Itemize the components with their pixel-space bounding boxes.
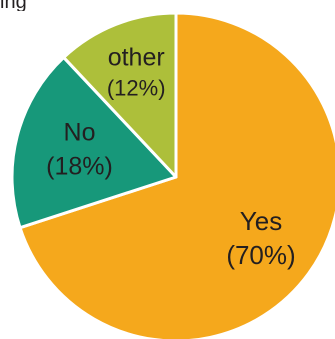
slice-percent-no: (18%) (46, 153, 113, 181)
chart-title-fragment: ing (0, 0, 27, 11)
pie-slices (10, 11, 335, 339)
pie-labels: Yes (70%) No (18%) other (12%) (46, 43, 296, 270)
pie-slice-yes (18, 11, 335, 339)
slice-label-other: other (108, 43, 165, 71)
pie-slice-other (62, 11, 178, 179)
slice-label-no: No (64, 119, 96, 147)
slice-label-yes: Yes (240, 206, 282, 236)
pie-slice-no (10, 55, 178, 230)
slice-percent-yes: (70%) (226, 240, 295, 270)
slice-percent-other: (12%) (107, 75, 166, 100)
